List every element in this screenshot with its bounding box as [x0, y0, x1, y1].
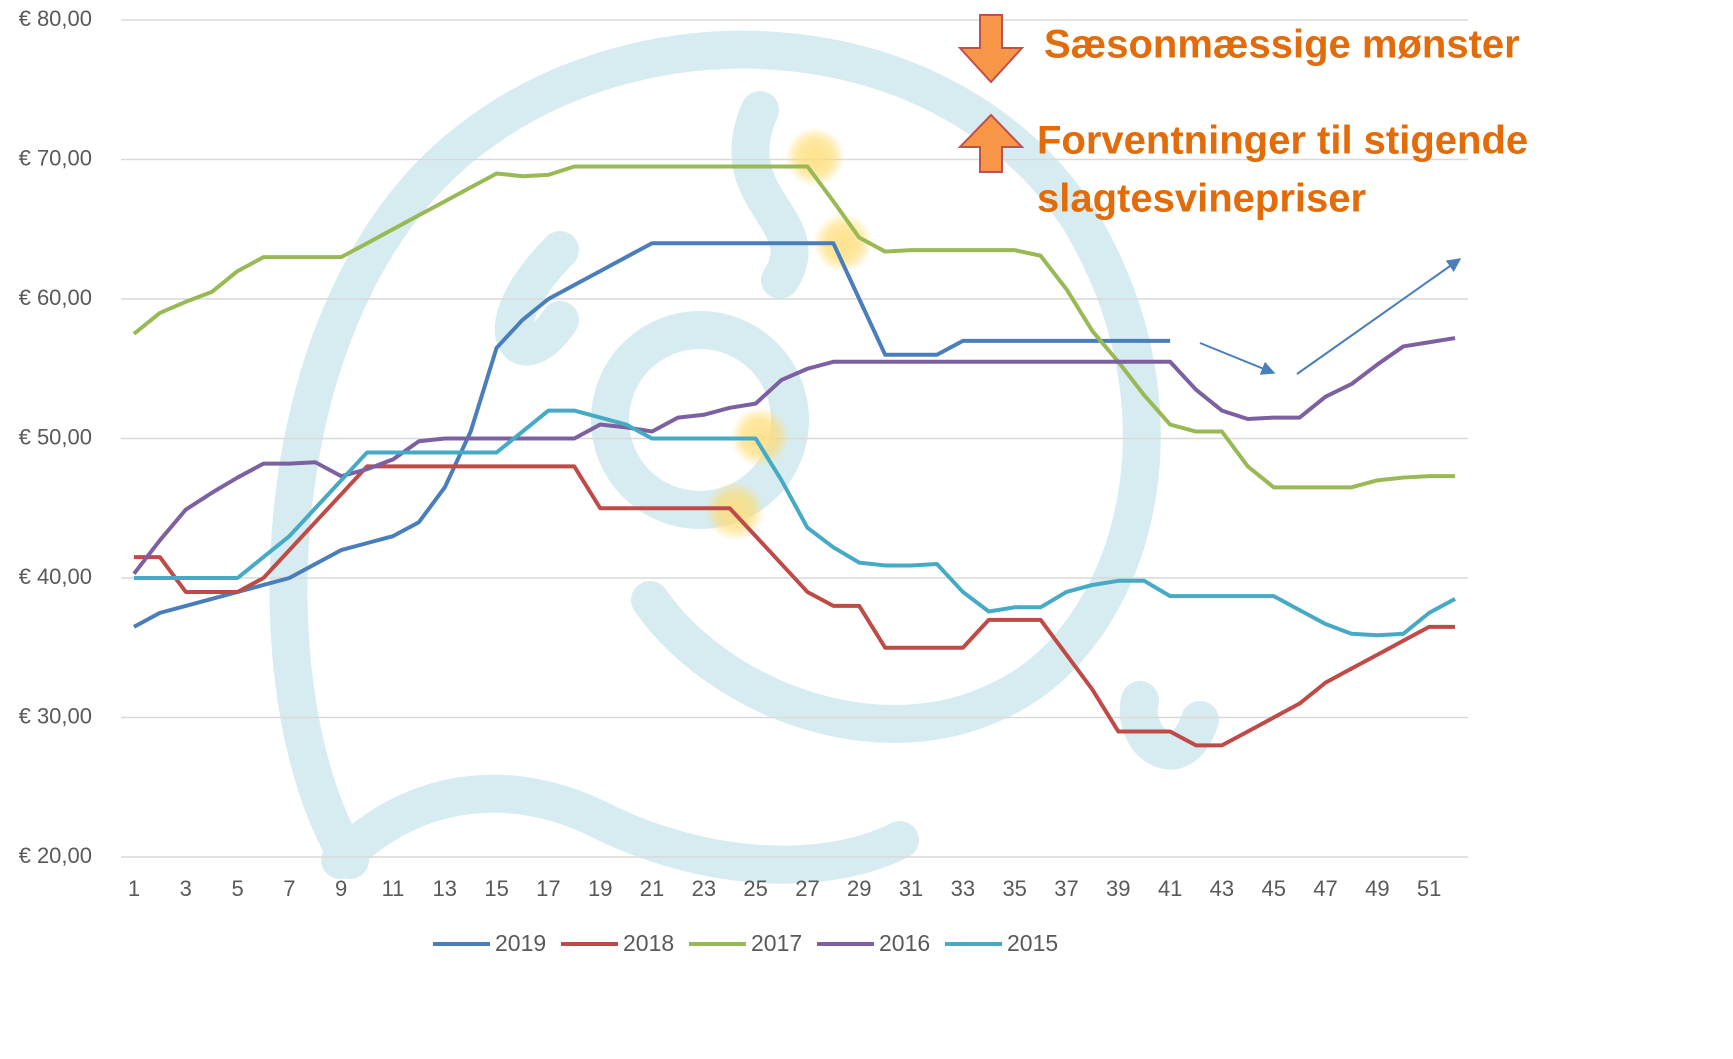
- legend-label: 2019: [495, 930, 546, 956]
- y-tick-label: € 30,00: [19, 703, 92, 728]
- x-tick-label: 9: [335, 876, 347, 901]
- x-tick-label: 1: [128, 876, 140, 901]
- x-tick-label: 19: [588, 876, 612, 901]
- series-line: [132, 336, 1456, 576]
- x-tick-label: 17: [536, 876, 560, 901]
- series-line: [132, 164, 1456, 490]
- legend-label: 2015: [1007, 930, 1058, 956]
- orange-arrows: [957, 14, 1025, 173]
- legend-label: 2018: [623, 930, 674, 956]
- annotation: slagtesvinepriser: [1037, 177, 1366, 221]
- x-tick-label: 23: [692, 876, 716, 901]
- x-tick-label: 43: [1210, 876, 1234, 901]
- y-tick-label: € 50,00: [19, 424, 92, 449]
- y-tick-label: € 70,00: [19, 145, 92, 170]
- y-tick-label: € 80,00: [19, 6, 92, 31]
- x-tick-label: 47: [1313, 876, 1337, 901]
- annotation: Sæsonmæssige mønster: [1044, 23, 1520, 67]
- x-tick-label: 45: [1261, 876, 1285, 901]
- x-tick-label: 51: [1417, 876, 1441, 901]
- x-tick-label: 25: [743, 876, 767, 901]
- x-tick-label: 3: [180, 876, 192, 901]
- x-tick-label: 13: [433, 876, 457, 901]
- series-line: [133, 464, 1456, 748]
- legend-label: 2016: [879, 930, 930, 956]
- legend-label: 2017: [751, 930, 802, 956]
- x-tick-label: 15: [484, 876, 508, 901]
- x-tick-label: 7: [283, 876, 295, 901]
- annotation: Forventninger til stigende: [1037, 119, 1528, 163]
- x-tick-label: 29: [847, 876, 871, 901]
- x-tick-label: 41: [1158, 876, 1182, 901]
- x-tick-label: 37: [1054, 876, 1078, 901]
- x-tick-label: 5: [231, 876, 243, 901]
- x-tick-label: 21: [640, 876, 664, 901]
- x-tick-label: 11: [382, 876, 405, 901]
- x-tick-label: 35: [1002, 876, 1026, 901]
- x-tick-label: 39: [1106, 876, 1130, 901]
- y-tick-label: € 20,00: [19, 843, 92, 868]
- y-tick-label: € 60,00: [19, 285, 92, 310]
- x-tick-label: 49: [1365, 876, 1389, 901]
- series-line: [133, 408, 1456, 638]
- trend-arrows: [1199, 258, 1462, 375]
- y-tick-label: € 40,00: [19, 564, 92, 589]
- x-tick-label: 33: [951, 876, 975, 901]
- x-tick-label: 27: [795, 876, 819, 901]
- x-tick-label: 31: [899, 876, 923, 901]
- series-line: [133, 241, 1171, 629]
- highlights: [705, 127, 873, 541]
